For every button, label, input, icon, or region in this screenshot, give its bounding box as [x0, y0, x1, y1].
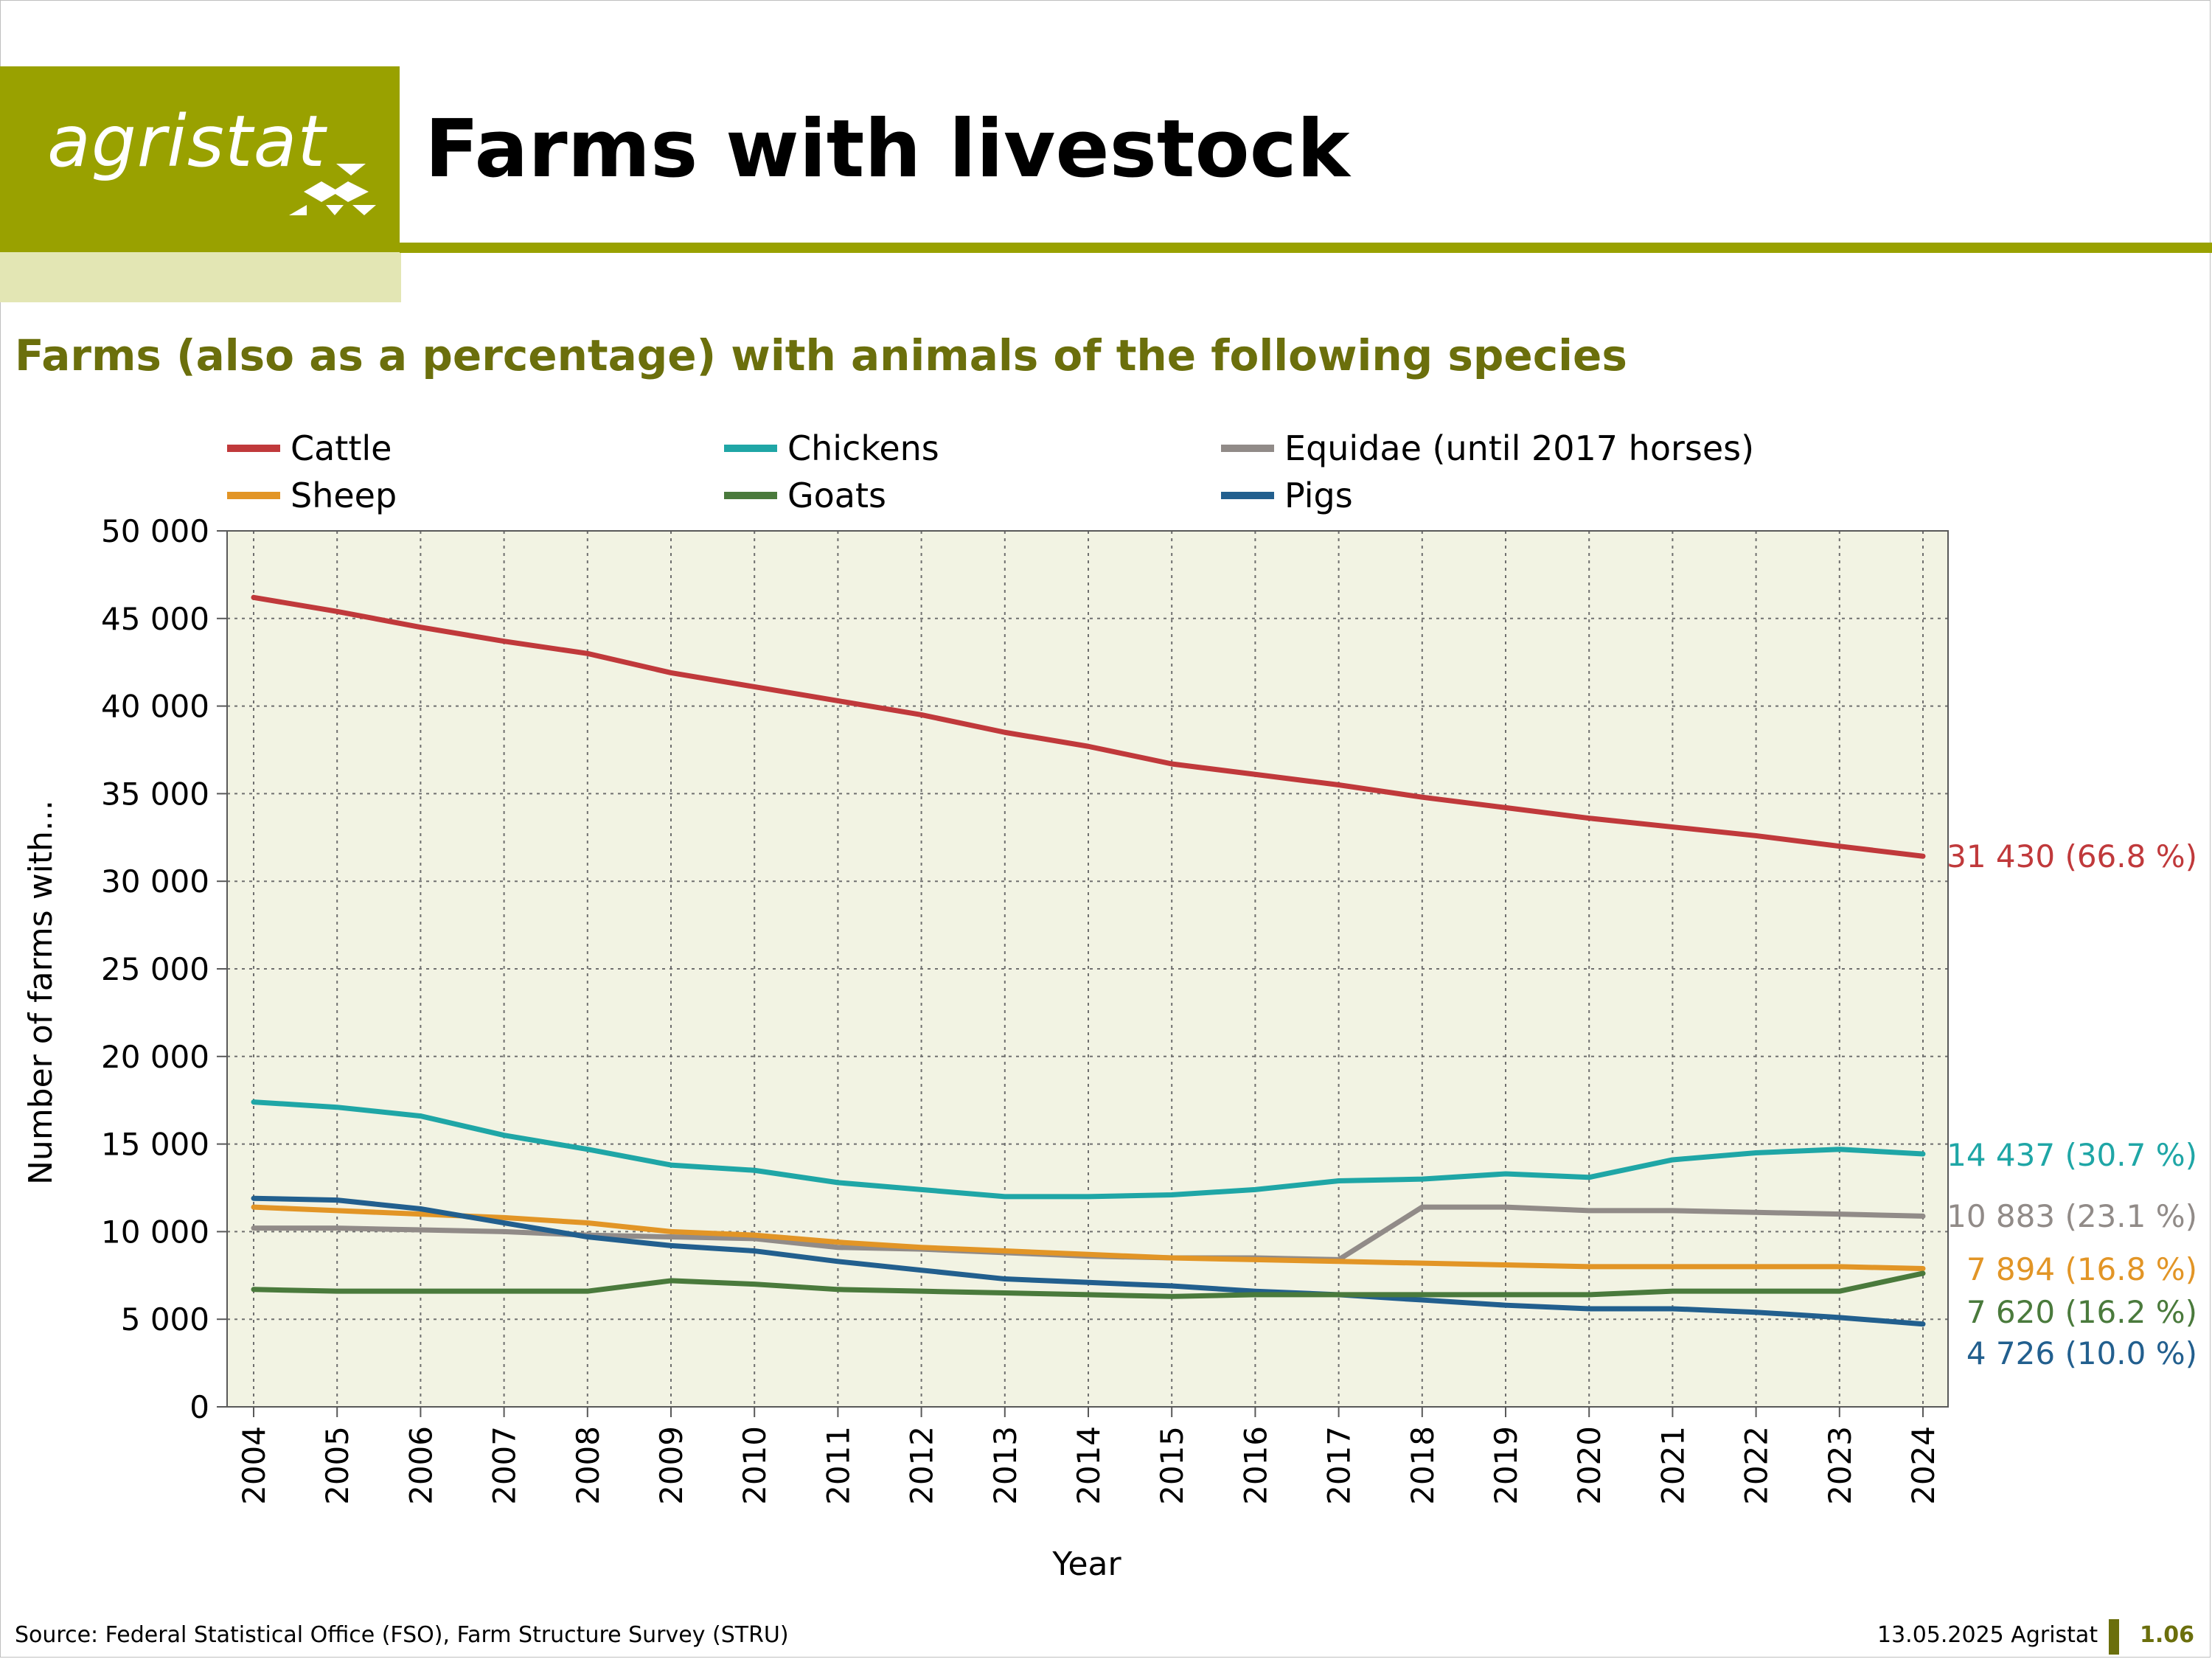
x-tick-label: 2008 [570, 1426, 606, 1505]
legend-item: Equidae (until 2017 horses) [1221, 428, 1754, 469]
x-tick-label: 2019 [1488, 1426, 1524, 1505]
footer-divider [2109, 1619, 2119, 1655]
legend-swatch [1221, 492, 1274, 499]
x-tick-label: 2022 [1739, 1426, 1775, 1505]
end-value-label: 14 437 (30.7 %) [1947, 1137, 2197, 1173]
legend-swatch [1221, 445, 1274, 452]
x-tick-label: 2016 [1237, 1426, 1273, 1505]
x-tick-label: 2014 [1071, 1426, 1107, 1505]
series-line-pigs [251, 1195, 1926, 1327]
x-tick-label: 2011 [820, 1426, 856, 1505]
x-tick-label: 2015 [1154, 1426, 1190, 1505]
legend-label: Goats [787, 476, 886, 515]
x-tick-label: 2005 [319, 1426, 355, 1505]
y-tick-label: 45 000 [101, 601, 209, 637]
legend-swatch [227, 445, 280, 452]
legend-swatch [227, 492, 280, 499]
x-tick-label: 2021 [1655, 1426, 1691, 1505]
series-line-cattle [251, 594, 1926, 859]
y-tick-label: 10 000 [101, 1214, 209, 1250]
legend-swatch [724, 492, 777, 499]
legend-item: Pigs [1221, 475, 1353, 516]
legend-item: Chickens [724, 428, 939, 469]
logo-text: agristat [47, 100, 327, 183]
legend-label: Pigs [1284, 476, 1353, 515]
legend-swatch [724, 445, 777, 452]
y-tick-label: 30 000 [101, 863, 209, 900]
logo-underlay [0, 252, 401, 302]
x-tick-label: 2004 [236, 1426, 272, 1505]
y-tick-label: 35 000 [101, 776, 209, 812]
legend-item: Goats [724, 475, 886, 516]
y-tick-label: 50 000 [101, 513, 209, 549]
end-value-label: 31 430 (66.8 %) [1947, 838, 2197, 874]
y-axis-label: Number of farms with... [22, 800, 60, 1185]
legend-item: Cattle [227, 428, 392, 469]
page-number: 1.06 [2140, 1622, 2195, 1648]
series-line-goats [251, 1270, 1926, 1299]
x-tick-label: 2006 [403, 1426, 439, 1505]
legend-item: Sheep [227, 475, 397, 516]
x-tick-label: 2018 [1405, 1426, 1441, 1505]
y-tick-label: 40 000 [101, 689, 209, 725]
x-tick-label: 2023 [1822, 1426, 1858, 1505]
series-line-sheep [251, 1204, 1926, 1271]
chart-subtitle: Farms (also as a percentage) with animal… [15, 330, 1627, 380]
title-bar [400, 243, 2212, 253]
x-tick-label: 2013 [987, 1426, 1023, 1505]
x-tick-label: 2009 [653, 1426, 689, 1505]
y-tick-label: 15 000 [101, 1127, 209, 1163]
source-note: Source: Federal Statistical Office (FSO)… [15, 1622, 789, 1648]
legend-label: Cattle [291, 428, 392, 468]
y-tick-label: 20 000 [101, 1039, 209, 1075]
x-tick-label: 2010 [737, 1426, 773, 1505]
series-line-chickens [251, 1099, 1926, 1200]
logo-mark-icon [289, 164, 376, 215]
legend-label: Chickens [787, 428, 939, 468]
legend-label: Equidae (until 2017 horses) [1284, 428, 1755, 468]
x-tick-label: 2012 [904, 1426, 940, 1505]
end-value-label: 7 894 (16.8 %) [1966, 1251, 2197, 1287]
footer-date: 13.05.2025 Agristat [1877, 1622, 2098, 1648]
x-tick-label: 2007 [487, 1426, 523, 1505]
legend-label: Sheep [291, 476, 397, 515]
y-tick-label: 25 000 [101, 951, 209, 987]
end-value-label: 4 726 (10.0 %) [1966, 1335, 2197, 1371]
x-tick-label: 2020 [1571, 1426, 1607, 1505]
y-tick-label: 0 [189, 1389, 209, 1425]
end-value-label: 7 620 (16.2 %) [1966, 1294, 2197, 1330]
x-axis-label: Year [1051, 1545, 1121, 1583]
x-tick-label: 2017 [1321, 1426, 1357, 1505]
end-value-label: 10 883 (23.1 %) [1947, 1198, 2197, 1234]
y-tick-label: 5 000 [121, 1301, 209, 1338]
x-tick-label: 2024 [1905, 1426, 1941, 1505]
page-title: Farms with livestock [425, 103, 1350, 195]
logo-box [0, 66, 400, 252]
